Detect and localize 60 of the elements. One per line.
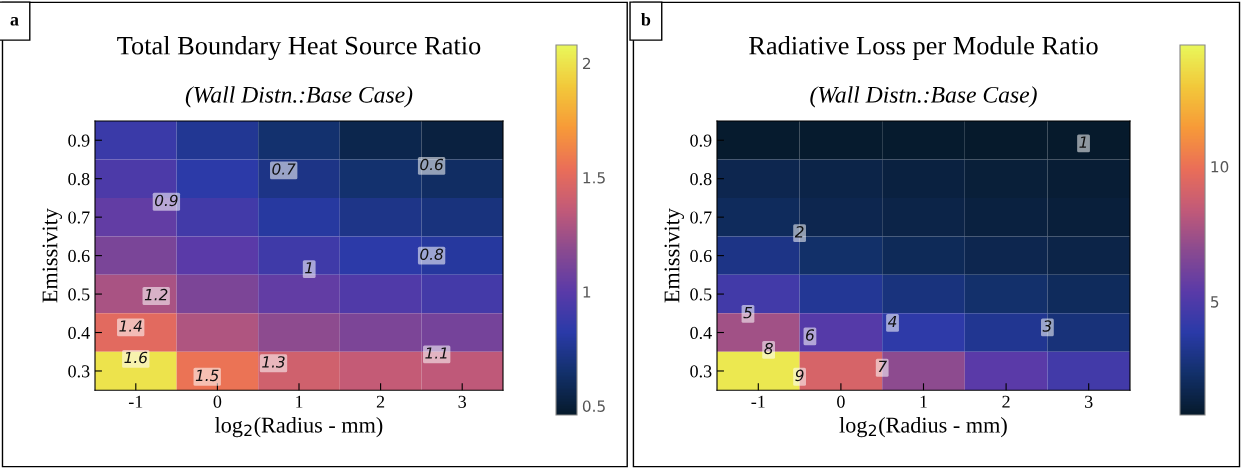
color-bar-label: 2 xyxy=(582,57,591,70)
y-tick-label: 0.6 xyxy=(690,249,712,263)
y-tick-label: 0.4 xyxy=(68,326,90,340)
chart-title: Total Boundary Heat Source Ratio xyxy=(117,36,481,61)
chart-subtitle: (Wall Distn.:Base Case) xyxy=(185,86,413,108)
y-tick-label: 0.5 xyxy=(68,288,90,301)
x-tick-label: -1 xyxy=(751,395,765,408)
annotation: 0.9 xyxy=(155,194,178,207)
y-tick-label: 0.8 xyxy=(68,172,90,186)
annotation: 6 xyxy=(806,329,815,341)
x-tick-label: 3 xyxy=(458,395,467,408)
annotation: 1 xyxy=(1079,136,1087,148)
x-tick-label: 1 xyxy=(296,395,303,408)
x-tick-label: 0 xyxy=(837,395,845,408)
color-bar-label: 1 xyxy=(583,286,591,298)
annotation: 0.6 xyxy=(420,158,444,171)
chart-subtitle: (Wall Distn.:Base Case) xyxy=(810,86,1037,108)
chart-title: Radiative Loss per Module Ratio xyxy=(749,36,1098,60)
annotation: 1.3 xyxy=(262,356,285,368)
x-axis-title: log$_{2}$(Radius - mm) xyxy=(839,417,1007,438)
annotation: 1.2 xyxy=(144,288,168,301)
annotation: 1.1 xyxy=(425,347,447,359)
x-axis-title: log$_{2}$(Radius - mm) xyxy=(215,417,383,438)
annotation: 8 xyxy=(764,342,773,355)
text: a xyxy=(10,16,19,26)
annotation: 3 xyxy=(1042,320,1052,332)
x-tick-label: 2 xyxy=(376,395,385,408)
y-tick-label: 0.9 xyxy=(690,134,712,147)
x-tick-label: 2 xyxy=(1002,395,1010,408)
y-tick-label: 0.4 xyxy=(690,326,712,340)
color-bar-label: 10 xyxy=(1211,161,1229,173)
y-tick-label: 0.7 xyxy=(68,211,90,224)
y-tick-label: 0.7 xyxy=(690,211,712,224)
color-bar-label: 1.5 xyxy=(583,172,605,184)
annotation: 1.6 xyxy=(124,351,148,364)
y-tick-label: 0.3 xyxy=(68,365,90,378)
x-tick-label: 0 xyxy=(213,395,222,408)
y-axis-title: Emissivity xyxy=(664,208,685,303)
annotation: 4 xyxy=(887,315,897,328)
y-tick-label: 0.5 xyxy=(690,288,712,301)
x-tick-label: -1 xyxy=(128,395,143,408)
y-tick-label: 0.9 xyxy=(68,134,90,147)
color-bar-label: 5 xyxy=(1211,296,1219,308)
y-axis-title: Emissivity xyxy=(42,208,63,303)
y-tick-label: 0.3 xyxy=(690,365,712,378)
annotation: 2 xyxy=(794,226,804,238)
annotation: 0.8 xyxy=(420,248,444,261)
annotation: 1 xyxy=(305,262,312,274)
annotation: 9 xyxy=(795,369,804,382)
text: b xyxy=(641,12,651,26)
annotation: 1.5 xyxy=(195,369,219,382)
x-tick-label: 3 xyxy=(1085,395,1093,408)
annotation: 1.4 xyxy=(119,320,142,332)
color-bar-label: 0.5 xyxy=(582,400,605,412)
y-tick-label: 0.6 xyxy=(68,249,90,263)
annotation: 0.7 xyxy=(272,163,296,175)
y-tick-label: 0.8 xyxy=(690,172,712,186)
annotation: 7 xyxy=(878,360,887,372)
x-tick-label: 1 xyxy=(920,395,927,408)
annotation: 5 xyxy=(743,307,752,319)
